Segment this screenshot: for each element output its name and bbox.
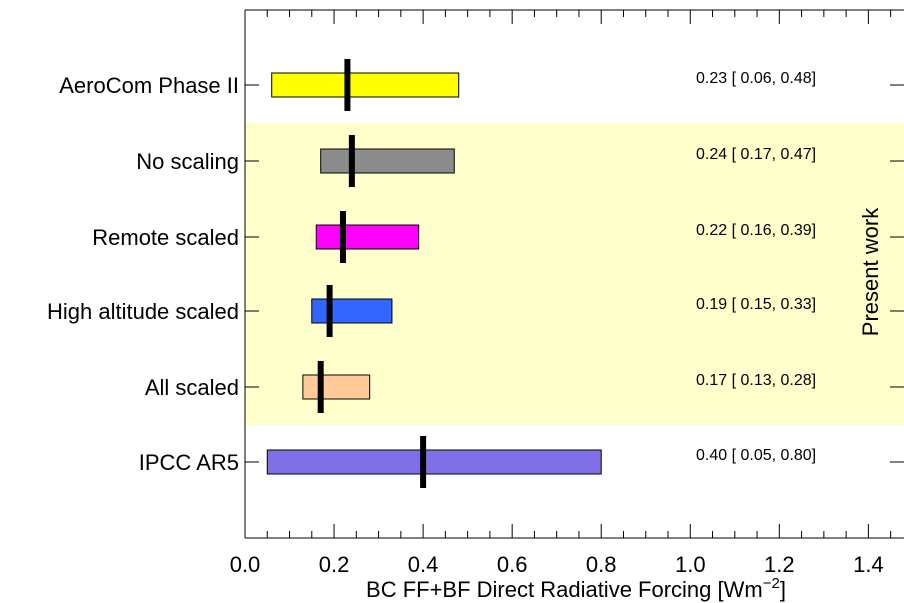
x-tick-label: 0.0 [230, 552, 261, 577]
value-label: 0.17 [ 0.13, 0.28] [696, 372, 816, 389]
axes-layer [244, 9, 904, 539]
category-label: No scaling [136, 149, 239, 174]
x-tick-label: 1.4 [853, 552, 884, 577]
median-marker [326, 285, 333, 337]
value-label: 0.24 [ 0.17, 0.47] [696, 146, 816, 163]
range-bar [302, 374, 371, 400]
range-bar [315, 224, 420, 250]
range-bar [266, 449, 602, 475]
category-label: IPCC AR5 [139, 450, 239, 475]
median-marker [339, 211, 346, 263]
bars-layer [266, 59, 602, 488]
x-tick-label: 0.6 [497, 552, 528, 577]
x-tick-label: 0.2 [319, 552, 350, 577]
x-tick-label: 0.8 [586, 552, 617, 577]
x-tick-label: 1.2 [764, 552, 795, 577]
labels-layer: AeroCom Phase II 0.23 [ 0.06, 0.48] No sca… [47, 70, 884, 577]
value-label: 0.19 [ 0.15, 0.33] [696, 296, 816, 313]
category-label: High altitude scaled [47, 299, 239, 324]
x-axis-title: BC FF+BF Direct Radiative Forcing [Wm−2] [366, 575, 786, 602]
category-label: All scaled [145, 375, 239, 400]
range-bar [320, 148, 455, 174]
x-tick-label: 1.0 [675, 552, 706, 577]
present-work-label: Present work [858, 207, 883, 336]
x-tick-label: 0.4 [408, 552, 439, 577]
median-marker [344, 59, 351, 111]
median-marker [420, 436, 427, 488]
range-bar [271, 72, 460, 98]
median-marker [317, 361, 324, 413]
median-marker [348, 135, 355, 187]
value-label: 0.23 [ 0.06, 0.48] [696, 70, 816, 87]
value-label: 0.40 [ 0.05, 0.80] [696, 447, 816, 464]
category-label: AeroCom Phase II [59, 73, 239, 98]
category-label: Remote scaled [92, 225, 239, 250]
range-bar [311, 298, 393, 324]
value-label: 0.22 [ 0.16, 0.39] [696, 222, 816, 239]
